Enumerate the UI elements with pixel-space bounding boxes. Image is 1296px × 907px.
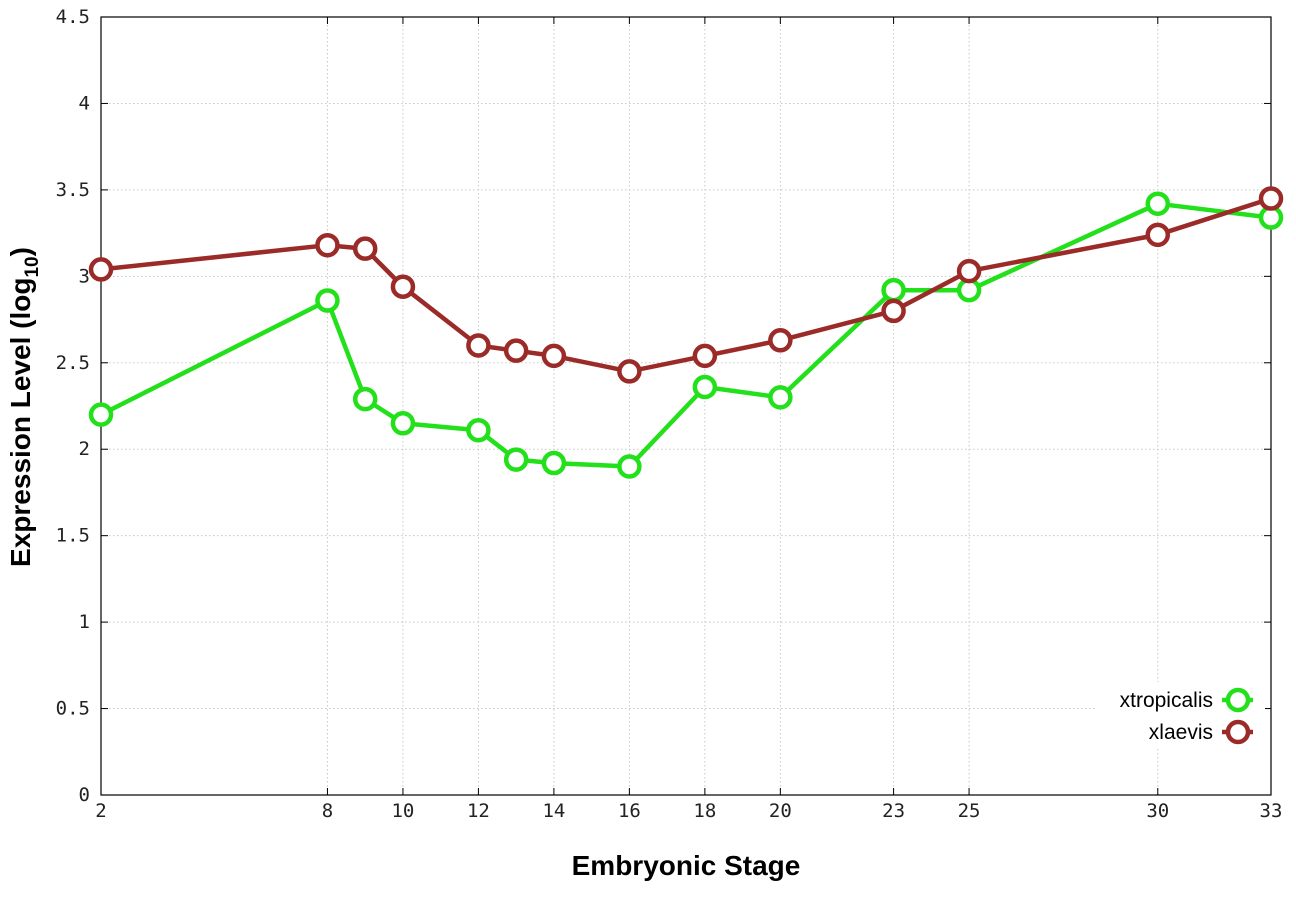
data-point-xlaevis xyxy=(881,298,906,324)
legend-item-xlaevis: xlaevis xyxy=(1149,719,1253,745)
x-tick-label: 2 xyxy=(95,800,106,822)
y-axis-title: Expression Level (log10) xyxy=(5,247,43,567)
grid-lines xyxy=(101,17,1271,795)
x-tick-label: 20 xyxy=(769,800,792,822)
data-point-xlaevis xyxy=(692,343,718,369)
data-point-xlaevis xyxy=(1258,186,1284,211)
data-point-xtropicalis xyxy=(352,386,378,412)
data-point-xlaevis xyxy=(352,236,378,261)
data-point-xlaevis xyxy=(315,232,340,258)
data-point-xtropicalis xyxy=(881,277,906,303)
legend-marker-swatch xyxy=(1225,719,1251,745)
data-point-xlaevis xyxy=(1145,222,1171,248)
x-tick-label: 14 xyxy=(542,800,565,822)
y-tick-label: 4 xyxy=(79,92,90,114)
data-point-xtropicalis xyxy=(1145,191,1171,216)
data-point-xlaevis xyxy=(466,333,491,358)
series-layer xyxy=(88,186,1284,479)
y-tick-label: 2.5 xyxy=(56,352,90,374)
legend-label: xtropicalis xyxy=(1120,689,1213,712)
data-point-xlaevis xyxy=(541,343,567,369)
y-axis-title-subscript: 10 xyxy=(22,256,43,277)
data-point-xtropicalis xyxy=(315,288,340,313)
x-tick-label: 16 xyxy=(618,800,641,822)
data-point-xtropicalis xyxy=(503,447,529,472)
y-tick-label: 0 xyxy=(79,784,90,806)
data-point-xtropicalis xyxy=(466,417,491,443)
data-point-xlaevis xyxy=(503,338,529,363)
y-tick-label: 3 xyxy=(79,265,90,287)
data-point-xlaevis xyxy=(617,359,642,384)
y-tick-label: 1.5 xyxy=(56,525,90,547)
x-tick-label: 10 xyxy=(391,800,414,822)
legend-item-xtropicalis: xtropicalis xyxy=(1120,687,1253,713)
x-tick-label: 12 xyxy=(467,800,490,822)
legend: xtropicalis xlaevis xyxy=(1095,682,1265,748)
x-tick-label: 30 xyxy=(1146,800,1169,822)
axis-ticks: 0 0.5 1 1.5 2 2.5 3 3.5 4 4.5 2 8 10 12 14 16 18 20 23 25 30… xyxy=(56,6,1283,822)
x-tick-label: 33 xyxy=(1260,800,1283,822)
data-point-xlaevis xyxy=(390,274,416,299)
data-point-xtropicalis xyxy=(88,402,114,427)
series-xlaevis xyxy=(88,186,1284,384)
data-point-xlaevis xyxy=(768,328,793,353)
y-tick-label: 1 xyxy=(79,611,90,633)
x-tick-label: 25 xyxy=(958,800,981,822)
x-tick-label: 8 xyxy=(322,800,333,822)
y-tick-label: 2 xyxy=(79,438,90,460)
data-point-xtropicalis xyxy=(617,454,642,479)
x-tick-label: 23 xyxy=(882,800,905,822)
data-point-xtropicalis xyxy=(692,374,718,400)
series-line-xtropicalis xyxy=(99,201,1272,469)
series-line-xlaevis xyxy=(100,196,1272,374)
y-tick-label: 3.5 xyxy=(56,179,90,201)
y-tick-label: 4.5 xyxy=(56,6,90,28)
legend-label: xlaevis xyxy=(1149,721,1213,744)
x-tick-label: 18 xyxy=(693,800,716,822)
y-tick-label: 0.5 xyxy=(56,698,90,720)
x-axis-title: Embryonic Stage xyxy=(572,850,801,881)
data-point-xtropicalis xyxy=(768,385,793,410)
data-point-xlaevis xyxy=(956,258,982,284)
series-xtropicalis xyxy=(88,191,1284,479)
legend-marker-swatch xyxy=(1225,687,1251,713)
data-point-xtropicalis xyxy=(390,411,416,436)
data-point-xlaevis xyxy=(88,257,114,282)
data-point-xtropicalis xyxy=(541,450,567,476)
